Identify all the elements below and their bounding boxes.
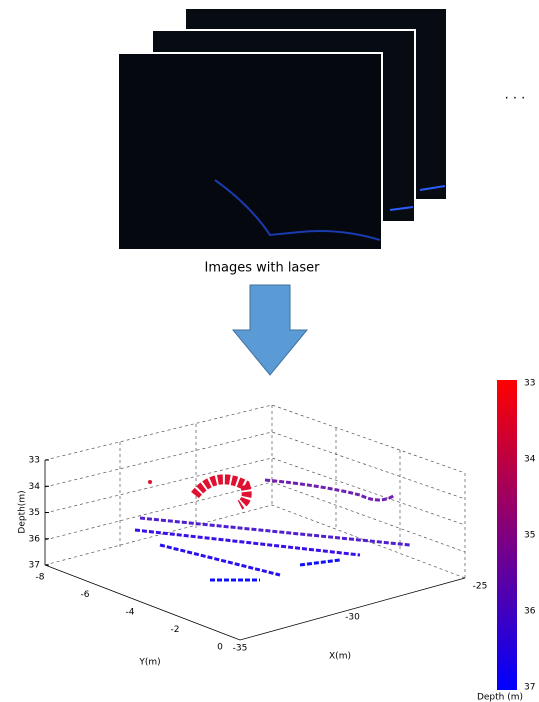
ellipsis: . . . — [505, 88, 526, 103]
colorbar-tick-label: 36 — [524, 607, 536, 617]
x-label: X(m) — [329, 652, 351, 662]
colorbar-tick-label: 37 — [524, 683, 535, 693]
colorbar — [497, 380, 517, 690]
z-tick-label: 37 — [29, 561, 40, 571]
z-label: Depth(m) — [18, 490, 28, 533]
image-stack — [117, 7, 448, 251]
x-tick-label: -30 — [345, 613, 360, 623]
z-tick-label: 36 — [29, 534, 41, 544]
point-cloud — [134, 474, 411, 582]
y-label: Y(m) — [138, 658, 160, 668]
arrow — [231, 284, 309, 376]
colorbar-tick-label: 33 — [524, 379, 535, 389]
x-tick-label: -35 — [233, 644, 248, 654]
z-tick-label: 35 — [29, 508, 40, 518]
plot-box — [44, 404, 466, 641]
z-tick-label: 34 — [29, 482, 41, 492]
colorbar-tick-label: 35 — [524, 531, 535, 541]
y-tick-label: -4 — [126, 608, 135, 618]
y-tick-label: -2 — [171, 625, 180, 635]
colorbar-tick-label: 34 — [524, 455, 536, 465]
y-tick-label: -6 — [81, 590, 90, 600]
caption: Images with laser — [204, 261, 320, 276]
y-tick-label: 0 — [217, 643, 223, 653]
z-tick-label: 33 — [29, 456, 40, 466]
x-tick-label: -25 — [473, 582, 488, 592]
colorbar-label: Depth (m) — [477, 693, 523, 702]
y-tick-label: -8 — [36, 573, 45, 583]
